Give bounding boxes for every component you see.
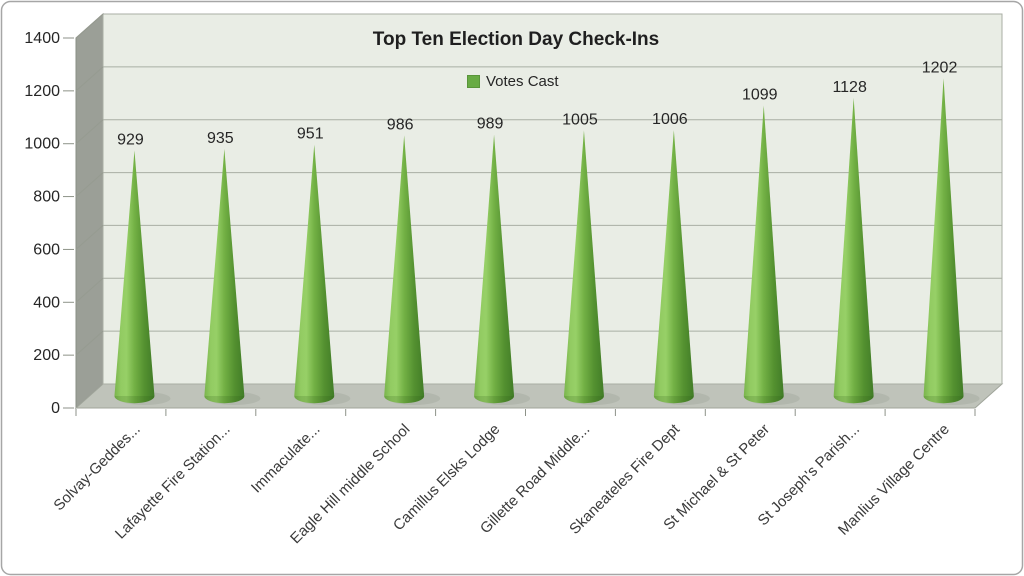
data-label: 1202 [922,59,958,76]
cone-bar [563,130,604,404]
data-label: 989 [477,116,504,133]
side-wall-gridline [75,225,104,250]
cone-base-rim [563,396,604,404]
cone-bar [384,135,425,404]
cone-base-rim [743,396,784,404]
y-axis-label: 0 [51,400,60,417]
cone-bar [294,144,335,404]
y-axis-label: 800 [33,189,60,206]
cone-base-rim [384,396,425,404]
y-axis-label: 1400 [24,30,60,47]
side-wall-gridline [75,172,104,197]
cone-base-rim [833,396,874,404]
cone-base-rim [474,396,515,404]
data-label: 951 [297,126,324,143]
data-label: 1005 [562,111,598,128]
y-axis-label: 1000 [24,136,60,153]
data-label: 1099 [742,87,778,104]
y-axis-label: 1200 [24,83,60,100]
cone-base-rim [294,396,335,404]
cone-bar [653,130,694,404]
cone-base-rim [204,396,245,404]
y-axis-label: 600 [33,241,60,258]
cone-bar [204,148,245,404]
side-wall [75,12,104,410]
y-axis-label: 200 [33,347,60,364]
data-label: 929 [117,131,144,148]
cone-base-rim [114,396,155,404]
x-axis-category-label: Solvay-Geddes... [50,421,143,514]
cone-base-rim [923,396,964,404]
cone-base-rim [653,396,694,404]
side-wall-gridline [75,13,104,39]
cone-bar [743,105,784,404]
x-axis-category-label: St Joseph's Parish... [755,421,863,529]
cone-bar [833,97,874,404]
side-wall-gridline [75,330,104,356]
cone-bar [474,134,515,404]
y-axis-label: 400 [33,294,60,311]
legend-swatch-icon [467,75,480,88]
data-label: 986 [387,116,414,133]
side-wall-gridline [75,66,104,92]
data-label: 1128 [832,79,867,96]
data-label: 1006 [652,111,688,128]
legend: Votes Cast [467,73,559,90]
cone-bar [114,150,155,404]
legend-label: Votes Cast [486,73,559,90]
chart-title: Top Ten Election Day Check-Ins [372,29,660,50]
cone-bar [923,78,964,404]
x-axis-category-label: Immaculate... [248,421,324,497]
side-wall-gridline [75,119,104,145]
data-label: 935 [207,130,234,147]
side-wall-gridline [75,277,104,303]
